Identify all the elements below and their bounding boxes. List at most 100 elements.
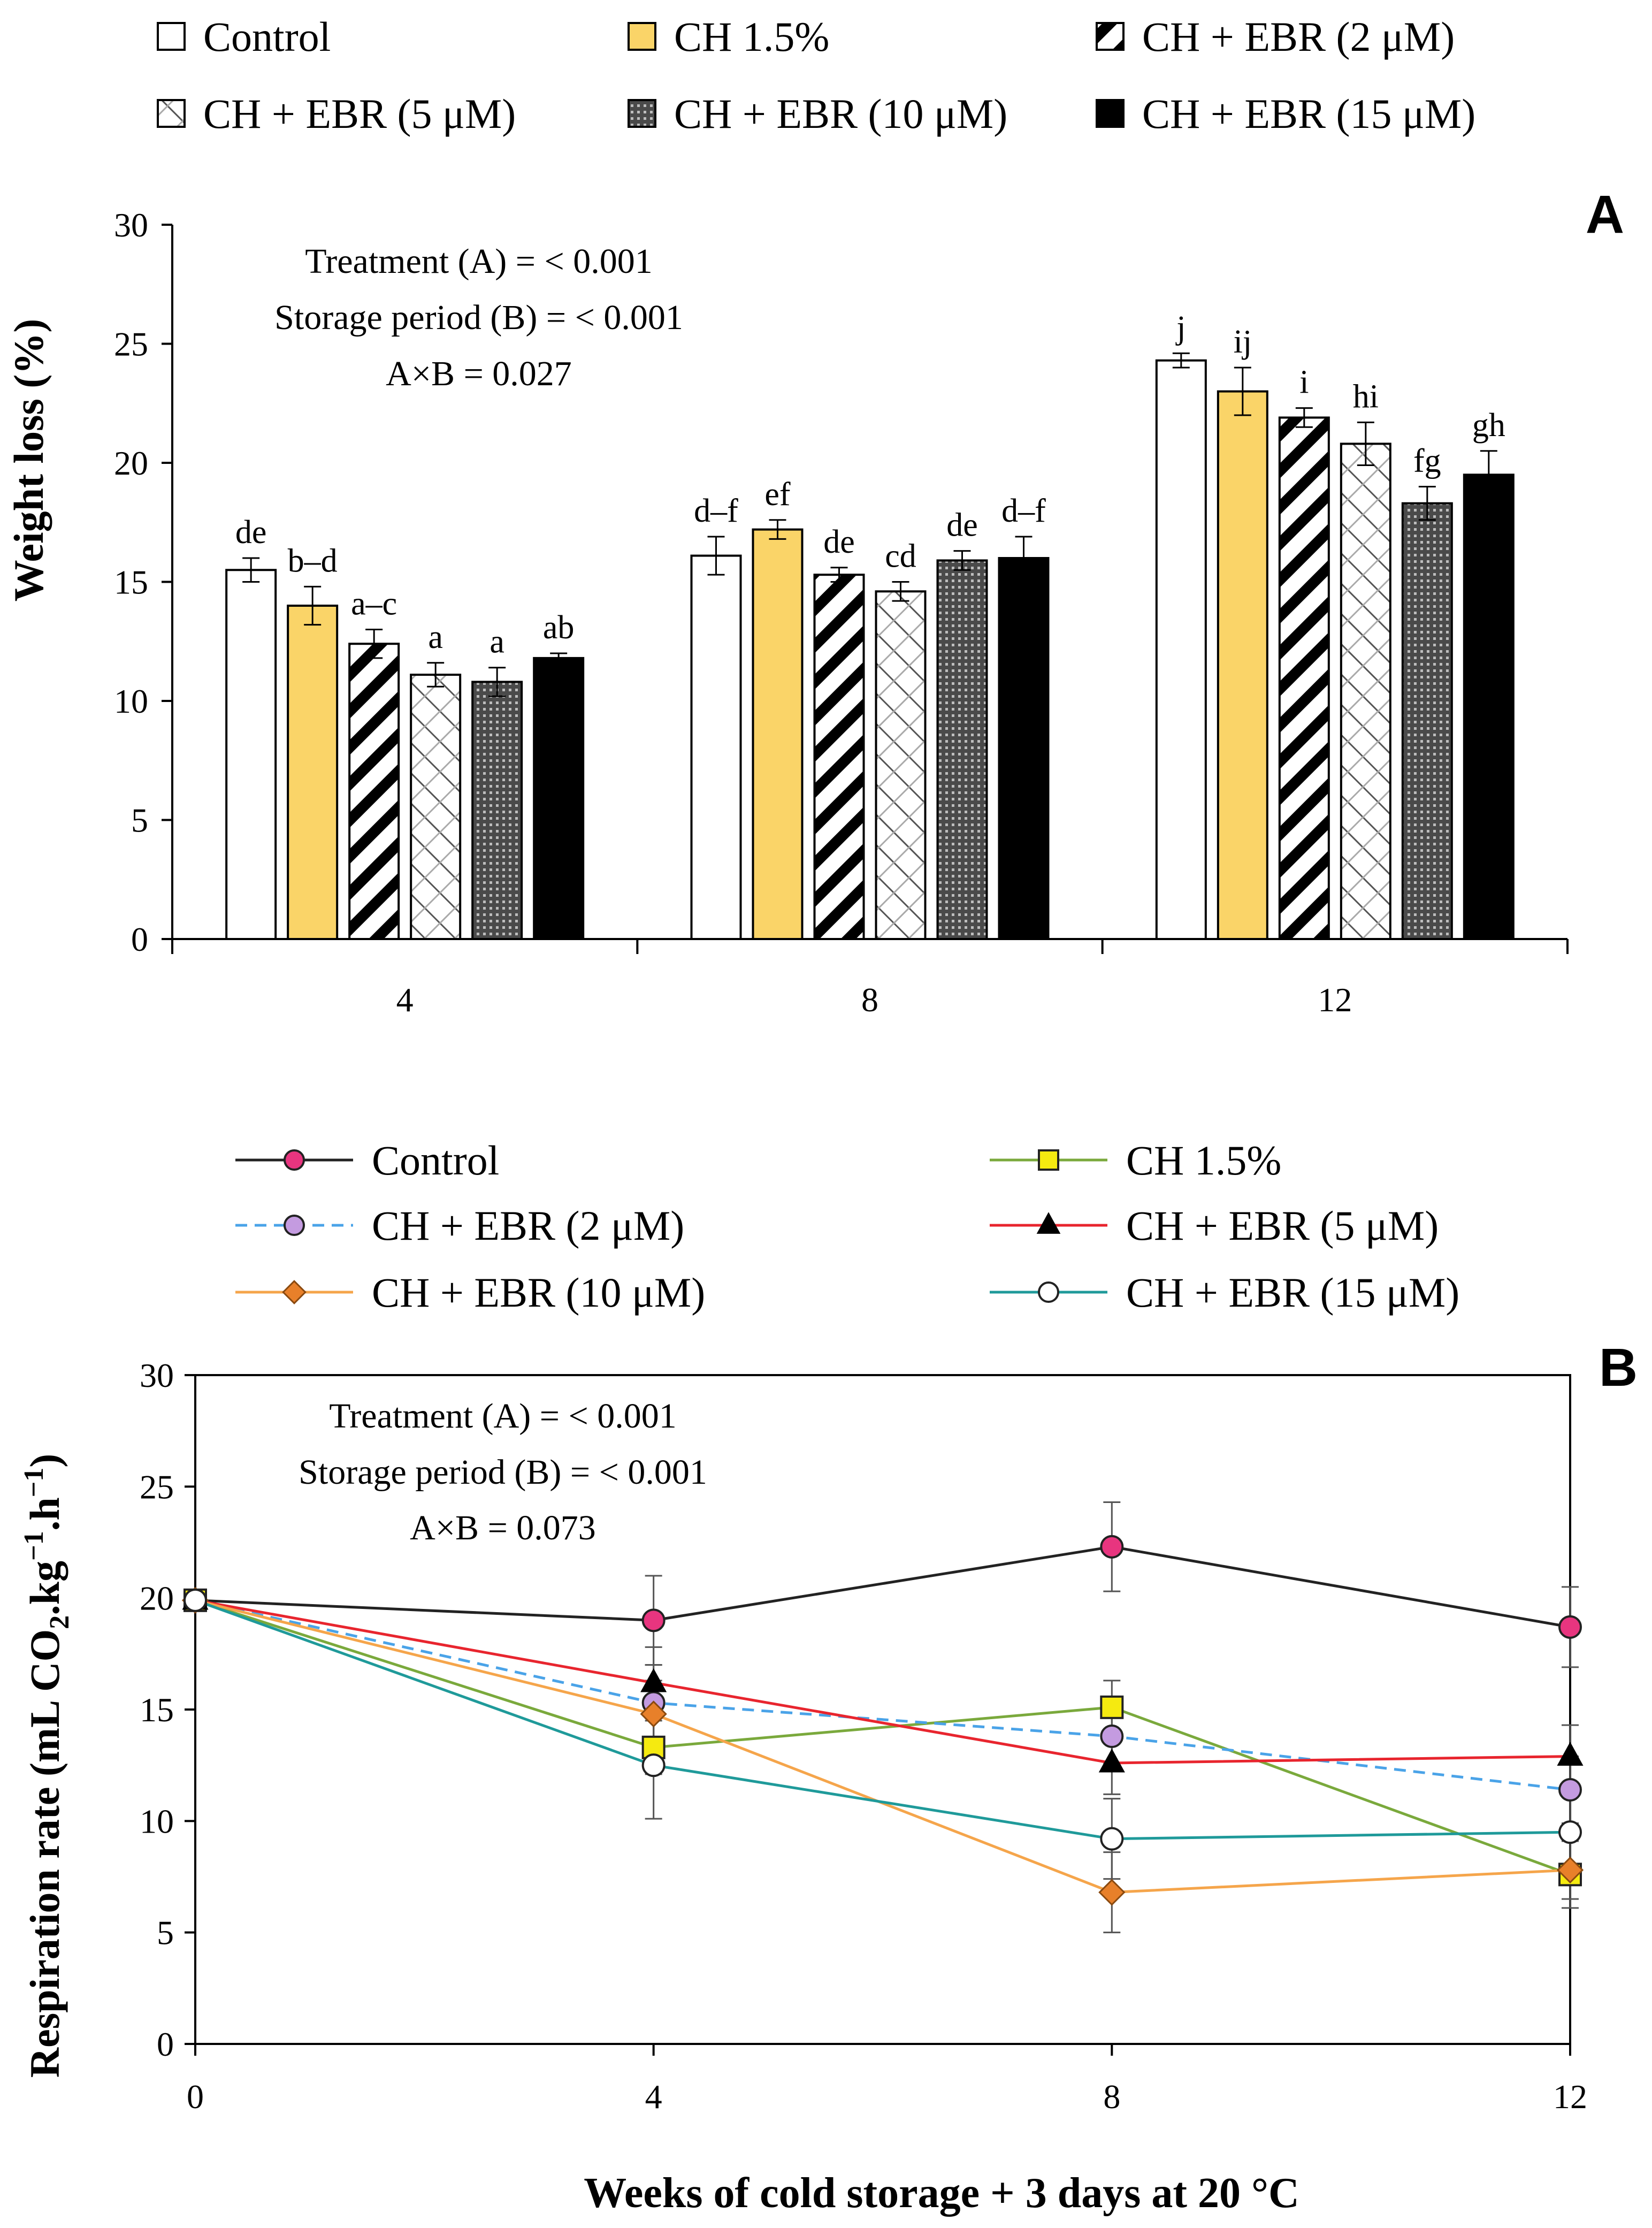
plot-area-b: 0 5 10 15 20 25 30 0 4 8 12: [140, 1356, 1587, 2116]
point-ch-ebr-10-m: [640, 1700, 667, 1728]
significance-letter: j: [1175, 309, 1186, 346]
annotations-b: Treatment (A) = < 0.001 Storage period (…: [299, 1397, 707, 1547]
legend-b: Control CH 1.5% CH + EBR (2 μM) CH + EBR (5…: [235, 1137, 1459, 1316]
significance-letter: de: [946, 507, 978, 544]
y-tick-label-a: 30: [114, 206, 148, 244]
point-ch-ebr-15-m: [183, 1588, 207, 1612]
significance-letter: b–d: [288, 543, 338, 579]
significance-letter: cd: [885, 538, 916, 575]
significance-letter: gh: [1472, 407, 1505, 444]
point-ch-ebr-15-m: [1100, 1827, 1124, 1851]
legend-label-b: Control: [372, 1137, 499, 1184]
bar-ch-ebr-5-m: [875, 590, 927, 941]
y-tick-label-a: 0: [131, 920, 148, 958]
point-ch-ebr-2-m: [1100, 1725, 1124, 1748]
bar-ch-1-5: [287, 605, 339, 940]
annotation-interaction: A×B = 0.027: [386, 354, 572, 393]
panel-a-label: A: [1586, 185, 1624, 245]
bar-ch-ebr-2-m: [348, 643, 400, 940]
bar-ch-ebr-15-m: [998, 557, 1050, 940]
significance-letter: i: [1299, 364, 1309, 401]
series-line-ch-ebr-2-m: [195, 1599, 1571, 1791]
legend-label: CH + EBR (2 μM): [1142, 13, 1455, 60]
point-ch-ebr-5-m: [1557, 1742, 1584, 1766]
bar-ch-ebr-2-m: [813, 574, 865, 940]
legend-label-b: CH + EBR (10 μM): [372, 1269, 705, 1316]
point-ch-ebr-5-m: [640, 1668, 667, 1692]
series-line-control: [195, 1545, 1571, 1629]
ylabel-b-main: Respiration rate (mL CO: [21, 1629, 68, 2078]
x-tick-label-b: 4: [645, 2078, 662, 2116]
legend-marker-ch-ebr-2-m: [284, 1215, 305, 1236]
significance-letter: hi: [1353, 378, 1379, 415]
annotation-treatment-b: Treatment (A) = < 0.001: [329, 1397, 676, 1436]
significance-letter: de: [823, 524, 855, 560]
annotation-storage-b: Storage period (B) = < 0.001: [299, 1453, 707, 1492]
legend-a: Control CH 1.5% CH + EBR (2 μM) CH + EBR (5…: [157, 13, 1475, 137]
point-ch-ebr-5-m: [1098, 1748, 1125, 1773]
legend-label: Control: [203, 13, 331, 60]
legend-swatch-control: [157, 22, 186, 51]
legend-swatch-ch-ebr-2-m: [1096, 22, 1125, 51]
point-ch-ebr-2-m: [1558, 1778, 1582, 1802]
bar-ch-1-5: [752, 528, 804, 940]
bar-control: [225, 569, 277, 940]
y-tick-label-b: 15: [140, 1691, 174, 1729]
bar-ch-ebr-2-m: [1278, 416, 1330, 940]
annotations-a: Treatment (A) = < 0.001 Storage period (…: [274, 242, 683, 393]
bar-control: [690, 554, 742, 941]
legend-marker-control: [284, 1149, 305, 1171]
legend-label-b: CH 1.5%: [1126, 1137, 1281, 1184]
x-tick-label-b: 0: [187, 2078, 204, 2116]
y-tick-label-b: 25: [140, 1468, 174, 1506]
legend-swatch-ch-ebr-10-m: [628, 99, 656, 128]
legend-marker-ch-ebr-5-m: [1036, 1212, 1061, 1234]
y-tick-label-b: 0: [157, 2025, 174, 2063]
legend-swatch-ch-1-5: [628, 22, 656, 51]
series-line-ch-ebr-5-m: [195, 1599, 1571, 1765]
point-control: [1558, 1615, 1582, 1639]
ylabel-b-mid: .kg: [21, 1561, 68, 1615]
significance-letter: ij: [1234, 324, 1252, 360]
significance-letter: d–f: [1001, 493, 1046, 529]
legend-marker-ch-ebr-10-m: [282, 1280, 307, 1304]
ylabel-b-sup1: −1: [19, 1531, 49, 1561]
annotation-storage: Storage period (B) = < 0.001: [274, 298, 683, 337]
y-tick-label-a: 5: [131, 802, 148, 840]
legend-swatch-ch-ebr-15-m: [1096, 99, 1125, 128]
plot-area-a: 0 5 10 15 20 25 30 4 8 12 de d–f j b–d ef ij a–c de i a cd hi…: [114, 206, 1569, 1019]
legend-marker-ch-ebr-15-m: [1038, 1281, 1059, 1303]
significance-letter: ef: [764, 476, 791, 513]
significance-letter: de: [235, 514, 267, 551]
bar-ch-ebr-10-m: [471, 681, 523, 941]
point-control: [1100, 1535, 1124, 1559]
x-tick-label-a: 12: [1318, 981, 1352, 1019]
point-ch-ebr-15-m: [1558, 1820, 1582, 1844]
y-tick-label-a: 20: [114, 444, 148, 482]
legend-label: CH 1.5%: [674, 13, 829, 60]
x-tick-label-a: 4: [396, 981, 414, 1019]
annotation-treatment: Treatment (A) = < 0.001: [305, 242, 652, 281]
ylabel-b-sup2: −1: [19, 1468, 49, 1498]
series-line-ch-ebr-15-m: [195, 1599, 1571, 1841]
x-tick-label-b: 8: [1103, 2078, 1120, 2116]
legend-marker-ch-1-5: [1038, 1149, 1059, 1171]
point-ch-ebr-15-m: [641, 1753, 666, 1777]
point-ch-ebr-10-m: [1098, 1879, 1126, 1906]
bar-ch-1-5: [1217, 390, 1268, 940]
ylabel-b-end: ): [21, 1454, 68, 1468]
legend-label: CH + EBR (5 μM): [203, 90, 516, 137]
ylabel-b-sub2: 2: [44, 1615, 75, 1629]
y-tick-label-b: 5: [157, 1914, 174, 1952]
bar-ch-ebr-15-m: [533, 657, 585, 940]
significance-letter: ab: [543, 609, 575, 646]
bar-ch-ebr-5-m: [1340, 442, 1391, 940]
bar-ch-ebr-5-m: [410, 674, 462, 941]
legend-label-b: CH + EBR (2 μM): [372, 1202, 684, 1249]
annotation-interaction-b: A×B = 0.073: [410, 1508, 596, 1547]
x-tick-label-b: 12: [1553, 2078, 1587, 2116]
panel-b: Control CH 1.5% CH + EBR (2 μM) CH + EBR (5…: [19, 1137, 1638, 2217]
y-tick-label-b: 30: [140, 1356, 174, 1394]
bar-ch-ebr-10-m: [936, 559, 988, 940]
